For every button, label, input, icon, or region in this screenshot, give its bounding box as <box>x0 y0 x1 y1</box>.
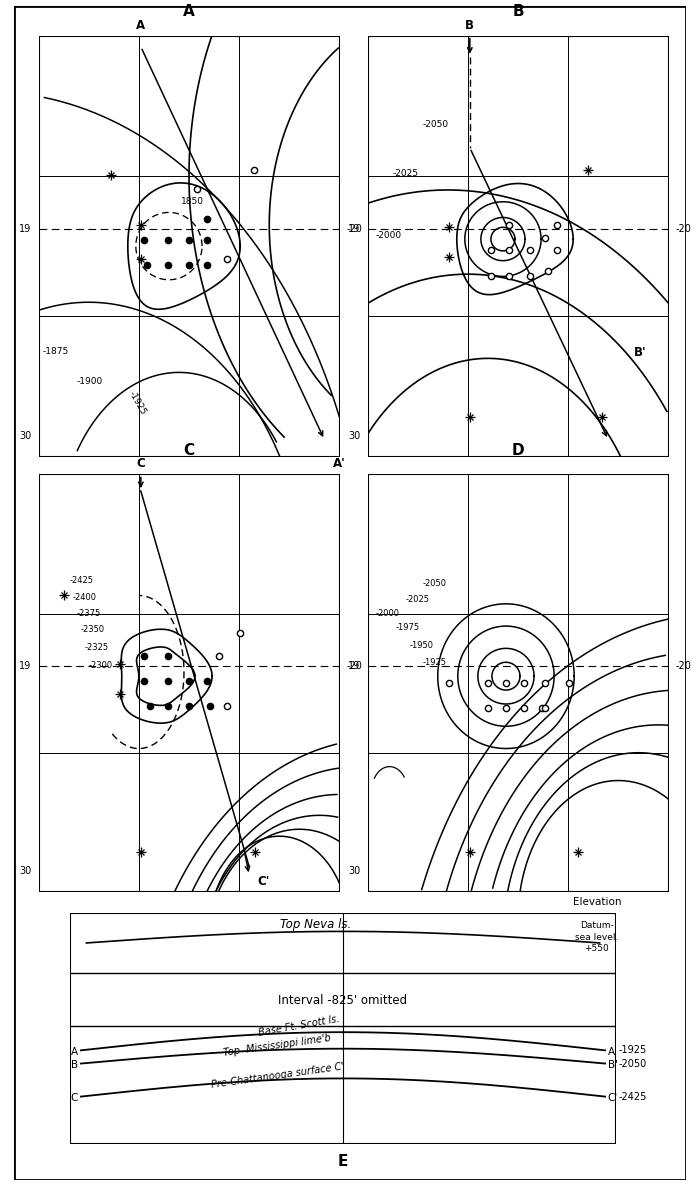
Text: -20: -20 <box>676 224 692 235</box>
Text: 19: 19 <box>348 662 360 671</box>
Text: -20: -20 <box>346 662 363 671</box>
Text: -1925: -1925 <box>423 658 447 667</box>
Text: -20: -20 <box>346 224 363 235</box>
Text: -2400: -2400 <box>73 593 97 601</box>
Text: A: A <box>71 1047 78 1057</box>
Text: C': C' <box>257 875 270 888</box>
Text: -2050: -2050 <box>423 120 449 129</box>
Text: C: C <box>183 442 195 458</box>
Text: 30: 30 <box>348 866 360 876</box>
Text: C: C <box>136 458 145 471</box>
Text: A: A <box>136 19 146 32</box>
Text: C: C <box>71 1093 78 1103</box>
Text: E: E <box>338 1154 348 1169</box>
Text: -2025: -2025 <box>405 595 430 605</box>
Text: -2425: -2425 <box>69 576 94 585</box>
Text: Pre-Chattanooga surface C': Pre-Chattanooga surface C' <box>211 1061 344 1090</box>
Text: 19: 19 <box>19 662 32 671</box>
Text: -20: -20 <box>676 662 692 671</box>
Text: 30: 30 <box>19 866 32 876</box>
Text: -2350: -2350 <box>80 625 105 633</box>
Text: B: B <box>512 4 524 19</box>
Text: C': C' <box>608 1093 618 1103</box>
Text: Base Ft. Scott ls.: Base Ft. Scott ls. <box>258 1014 341 1038</box>
Text: B: B <box>466 19 475 32</box>
Text: 30: 30 <box>348 431 360 440</box>
Text: 1850: 1850 <box>181 197 204 206</box>
Text: Interval -825' omitted: Interval -825' omitted <box>279 994 407 1007</box>
Text: -2000: -2000 <box>375 230 402 240</box>
Text: B': B' <box>608 1060 618 1070</box>
Text: -1900: -1900 <box>76 377 103 385</box>
Text: -1875: -1875 <box>43 346 69 356</box>
Text: Top Neva ls.: Top Neva ls. <box>280 918 351 931</box>
Text: -2325: -2325 <box>85 643 108 652</box>
Text: A': A' <box>608 1047 618 1057</box>
Text: -1925: -1925 <box>619 1045 647 1056</box>
Text: 19: 19 <box>348 224 360 235</box>
Text: B: B <box>71 1060 78 1070</box>
Text: Elevation: Elevation <box>573 897 621 907</box>
Text: -1950: -1950 <box>410 642 433 650</box>
Text: -2300: -2300 <box>89 661 113 670</box>
Text: -2050: -2050 <box>423 579 447 588</box>
Text: Top  Mississippi lime'b: Top Mississippi lime'b <box>223 1033 332 1058</box>
Text: -1925: -1925 <box>127 389 148 416</box>
Text: -2025: -2025 <box>393 168 419 178</box>
Text: -2000: -2000 <box>375 610 400 618</box>
Text: -2050: -2050 <box>619 1059 647 1069</box>
Text: 30: 30 <box>19 431 32 440</box>
Text: 19: 19 <box>19 224 32 235</box>
Text: -2425: -2425 <box>619 1091 647 1102</box>
Text: D: D <box>512 442 524 458</box>
Text: -1975: -1975 <box>395 624 420 632</box>
Text: A: A <box>183 4 195 19</box>
Text: Datum-
sea level.
+550: Datum- sea level. +550 <box>575 922 619 952</box>
Text: B': B' <box>634 345 646 358</box>
Text: -2375: -2375 <box>76 610 101 618</box>
Text: A': A' <box>332 457 345 470</box>
